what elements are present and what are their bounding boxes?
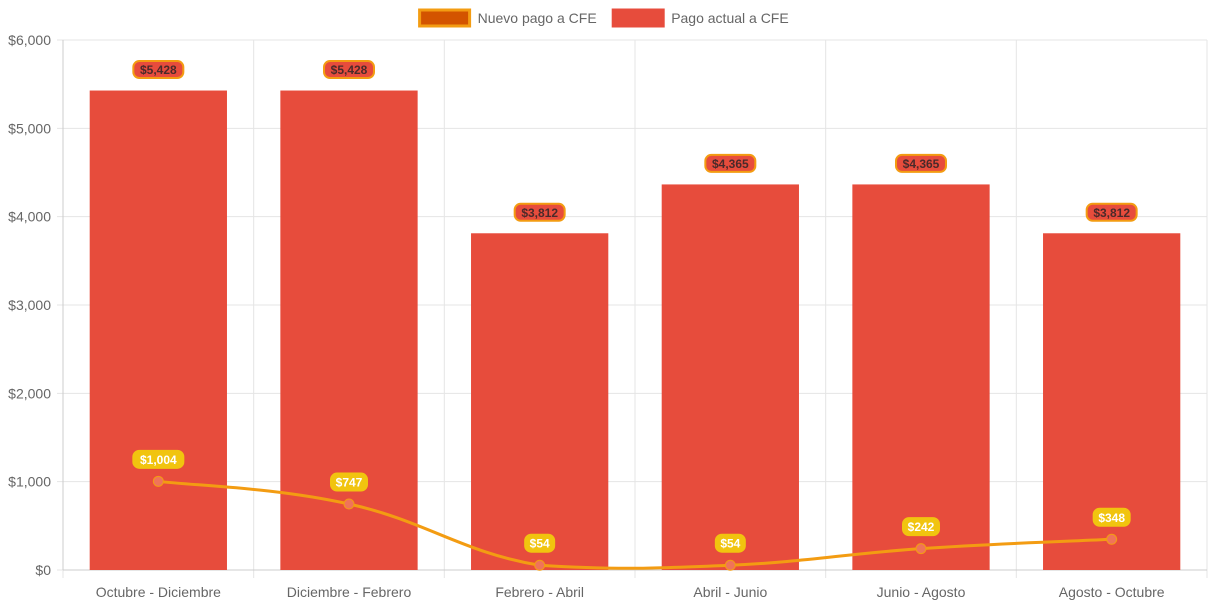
bar-data-label: $5,428 bbox=[331, 63, 368, 77]
legend[interactable]: Nuevo pago a CFE Pago actual a CFE bbox=[418, 8, 789, 28]
line-data-label-box bbox=[132, 449, 185, 469]
bar[interactable] bbox=[280, 90, 418, 570]
x-tick-label: Agosto - Octubre bbox=[1059, 584, 1165, 600]
y-tick-label: $6,000 bbox=[8, 32, 51, 48]
bar-data-label-box bbox=[704, 153, 757, 173]
line-data-label: $54 bbox=[530, 537, 550, 551]
bar-data-label-box bbox=[513, 202, 566, 222]
line-data-label: $747 bbox=[336, 476, 363, 490]
bar-data-label: $3,812 bbox=[1093, 206, 1130, 220]
x-tick-label: Octubre - Diciembre bbox=[96, 584, 221, 600]
y-tick-label: $5,000 bbox=[8, 120, 51, 136]
axis-ticks: $0 $1,000 $2,000 $3,000 $4,000 $5,000 $6,000 Oc… bbox=[8, 32, 1165, 600]
grid-lines bbox=[57, 39, 1208, 578]
bar[interactable] bbox=[471, 233, 609, 571]
legend-swatch[interactable] bbox=[418, 8, 472, 28]
bar-data-label-box bbox=[895, 153, 947, 173]
y-tick-label: $4,000 bbox=[8, 209, 51, 225]
y-tick-label: $3,000 bbox=[8, 297, 51, 313]
bar-series bbox=[89, 90, 1181, 571]
legend-label[interactable]: Nuevo pago a CFE bbox=[478, 10, 597, 26]
x-tick-label: Diciembre - Febrero bbox=[287, 584, 412, 600]
line-data-label: $348 bbox=[1098, 511, 1125, 525]
line-point[interactable] bbox=[343, 498, 355, 510]
y-tick-label: $2,000 bbox=[8, 385, 51, 401]
y-tick-label: $0 bbox=[35, 562, 51, 578]
line-point[interactable] bbox=[152, 475, 164, 487]
bar-data-label: $4,365 bbox=[903, 157, 940, 171]
line-data-label-box bbox=[524, 533, 556, 553]
bar-data-label: $4,365 bbox=[712, 157, 749, 171]
line-series-path bbox=[158, 479, 1112, 570]
line-series bbox=[152, 475, 1118, 571]
bar-data-label: $5,428 bbox=[140, 63, 177, 77]
line-data-label: $1,004 bbox=[140, 453, 177, 467]
bar-data-label: $3,812 bbox=[521, 206, 558, 220]
bar-data-label-box bbox=[323, 60, 375, 80]
line-point[interactable] bbox=[534, 559, 546, 571]
legend-swatch[interactable] bbox=[611, 8, 665, 28]
line-data-label-box bbox=[1092, 507, 1131, 527]
bar[interactable] bbox=[89, 90, 227, 570]
line-point[interactable] bbox=[724, 559, 736, 571]
x-tick-label: Abril - Junio bbox=[693, 584, 767, 600]
line-point[interactable] bbox=[1106, 533, 1118, 545]
data-labels: $5,428 $5,428 $3,812 $4,365 $4,365 $3,812 $1,0… bbox=[132, 60, 1138, 553]
line-data-label-box bbox=[714, 533, 746, 553]
bar[interactable] bbox=[852, 184, 990, 571]
bar[interactable] bbox=[661, 184, 799, 571]
x-tick-label: Junio - Agosto bbox=[877, 584, 966, 600]
line-data-label-box bbox=[330, 472, 368, 492]
legend-label[interactable]: Pago actual a CFE bbox=[671, 10, 789, 26]
y-tick-label: $1,000 bbox=[8, 474, 51, 490]
line-point[interactable] bbox=[915, 543, 927, 555]
bar-data-label-box bbox=[1085, 202, 1138, 222]
line-data-label: $54 bbox=[720, 537, 740, 551]
line-data-label-box bbox=[902, 517, 940, 537]
line-data-label: $242 bbox=[908, 520, 935, 534]
bar-data-label-box bbox=[132, 60, 185, 80]
x-tick-label: Febrero - Abril bbox=[495, 584, 584, 600]
